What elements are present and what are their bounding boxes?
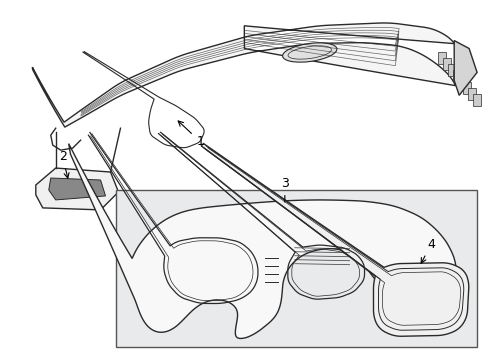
Polygon shape <box>69 144 456 338</box>
Bar <box>443 58 451 71</box>
Polygon shape <box>201 144 469 336</box>
Polygon shape <box>454 41 477 95</box>
Text: 1: 1 <box>178 121 204 148</box>
Polygon shape <box>36 168 119 210</box>
Bar <box>448 64 456 76</box>
Bar <box>473 94 481 106</box>
Bar <box>116 190 477 347</box>
Text: 4: 4 <box>421 238 435 263</box>
Text: 3: 3 <box>281 177 289 202</box>
Bar <box>438 53 446 64</box>
Text: 2: 2 <box>59 150 69 178</box>
Bar <box>458 76 466 88</box>
Bar <box>463 82 471 94</box>
Polygon shape <box>32 23 456 127</box>
Bar <box>468 88 476 100</box>
Ellipse shape <box>283 43 337 62</box>
Bar <box>453 71 461 82</box>
Polygon shape <box>49 178 105 200</box>
